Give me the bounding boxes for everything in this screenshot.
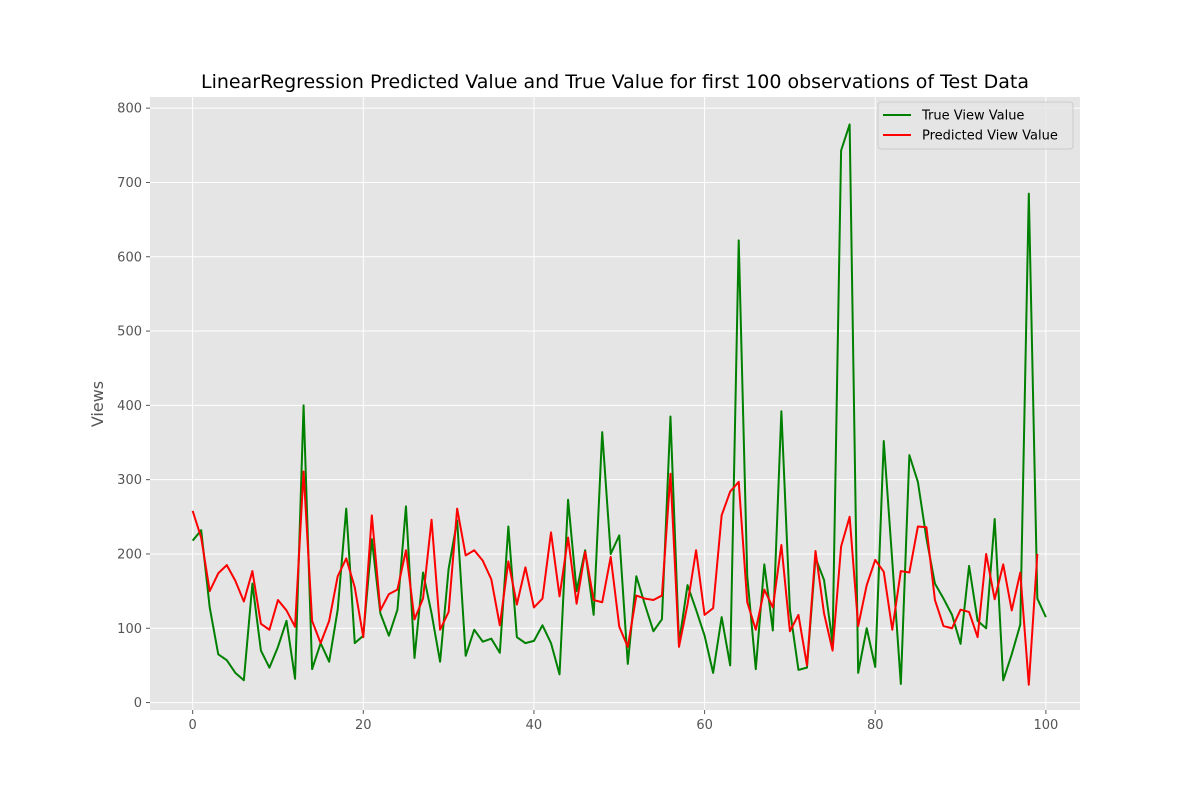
- y-tick-label: 400: [117, 399, 142, 414]
- y-tick-label: 600: [117, 250, 142, 265]
- chart-title: LinearRegression Predicted Value and Tru…: [201, 71, 1029, 93]
- y-tick-label: 700: [117, 176, 142, 191]
- legend-box: [877, 101, 1074, 150]
- plot-area: [150, 97, 1080, 710]
- x-tick-label: 20: [355, 718, 372, 733]
- legend: True View Value Predicted View Value: [877, 101, 1074, 150]
- y-tick-label: 100: [117, 622, 142, 637]
- x-tick-label: 0: [189, 718, 197, 733]
- legend-entry: True View Value: [921, 109, 1024, 124]
- legend-entry: Predicted View Value: [922, 129, 1058, 144]
- series-line-0: [191, 123, 1047, 685]
- y-tick-label: 0: [134, 696, 142, 711]
- x-tick-label: 80: [867, 718, 884, 733]
- y-tick-label: 500: [117, 325, 142, 340]
- series-layer: [191, 123, 1047, 686]
- axis-ticks: 0 20 40 60 80 100 0 100 200 300 400 500 600 700 800: [117, 102, 1058, 733]
- y-tick-label: 800: [117, 102, 142, 117]
- x-tick-label: 60: [696, 718, 713, 733]
- y-axis-label: Views: [88, 381, 107, 427]
- grid-lines: [150, 97, 1080, 710]
- x-tick-label: 100: [1033, 718, 1058, 733]
- series-line-1: [191, 470, 1039, 686]
- x-tick-label: 40: [526, 718, 543, 733]
- y-tick-label: 300: [117, 473, 142, 488]
- y-tick-label: 200: [117, 547, 142, 562]
